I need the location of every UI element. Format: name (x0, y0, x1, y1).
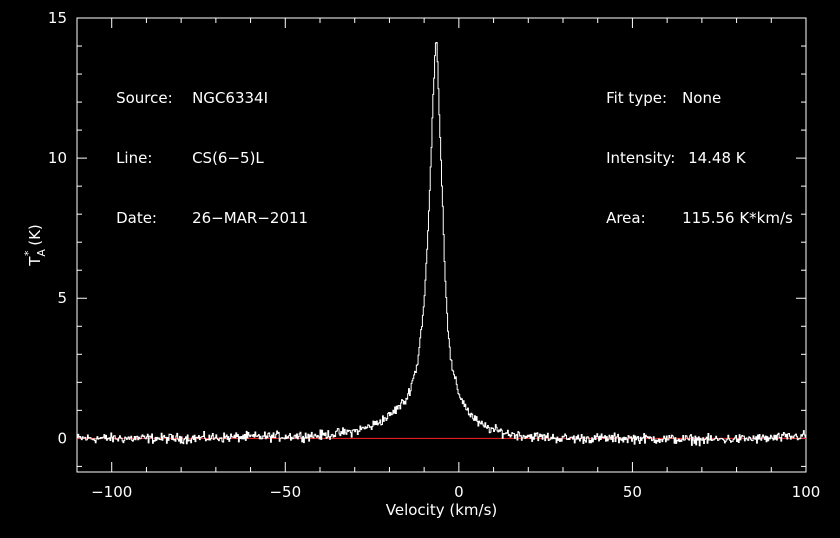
info-fit-value: None (682, 89, 722, 107)
y-label-main: T (26, 256, 44, 267)
info-line-key: Line: (116, 149, 153, 167)
info-source-value: NGC6334I (192, 89, 268, 107)
spectrum-line (77, 41, 806, 447)
y-tick-label: 10 (48, 149, 67, 167)
info-area-key: Area: (606, 209, 646, 227)
info-line-value: CS(6−5)L (192, 149, 264, 167)
y-tick-label: 15 (48, 9, 67, 27)
x-axis-label: Velocity (km/s) (386, 501, 497, 519)
y-label-superscript: * (22, 250, 35, 256)
info-intensity-value: 14.48 K (688, 149, 746, 167)
info-fit-row: Fit type: None (587, 71, 793, 107)
info-right-panel: Fit type: None Intensity: 14.48 K Area: 115… (587, 35, 793, 233)
x-tick-label: 100 (792, 483, 821, 501)
info-line-row: Line: CS(6−5)L (97, 131, 308, 167)
x-tick-label: −50 (269, 483, 301, 501)
y-label-subscript: A (35, 249, 48, 257)
info-intensity-row: Intensity: 14.48 K (587, 131, 793, 167)
info-fit-key: Fit type: (606, 89, 667, 107)
info-intensity-key: Intensity: (606, 149, 676, 167)
x-tick-label: −100 (91, 483, 132, 501)
y-tick-label: 0 (57, 429, 67, 447)
x-tick-label: 50 (623, 483, 642, 501)
info-area-value: 115.56 K*km/s (682, 209, 793, 227)
y-label-unit: (K) (26, 224, 44, 250)
y-axis-label-text: TA* (K) (22, 224, 48, 267)
info-left-panel: Source: NGC6334I Line: CS(6−5)L Date: 26−MA… (97, 35, 308, 233)
info-date-key: Date: (116, 209, 157, 227)
info-area-row: Area: 115.56 K*km/s (587, 191, 793, 227)
y-tick-label: 5 (57, 289, 67, 307)
info-source-row: Source: NGC6334I (97, 71, 308, 107)
info-date-value: 26−MAR−2011 (192, 209, 309, 227)
info-source-key: Source: (116, 89, 173, 107)
plot-frame (76, 17, 807, 473)
x-tick-label: 0 (454, 483, 464, 501)
axis-tick-labels: −100 −50 0 50 100 0 5 10 15 (48, 9, 820, 501)
y-axis-label: TA* (K) (22, 224, 48, 267)
info-date-row: Date: 26−MAR−2011 (97, 191, 308, 227)
